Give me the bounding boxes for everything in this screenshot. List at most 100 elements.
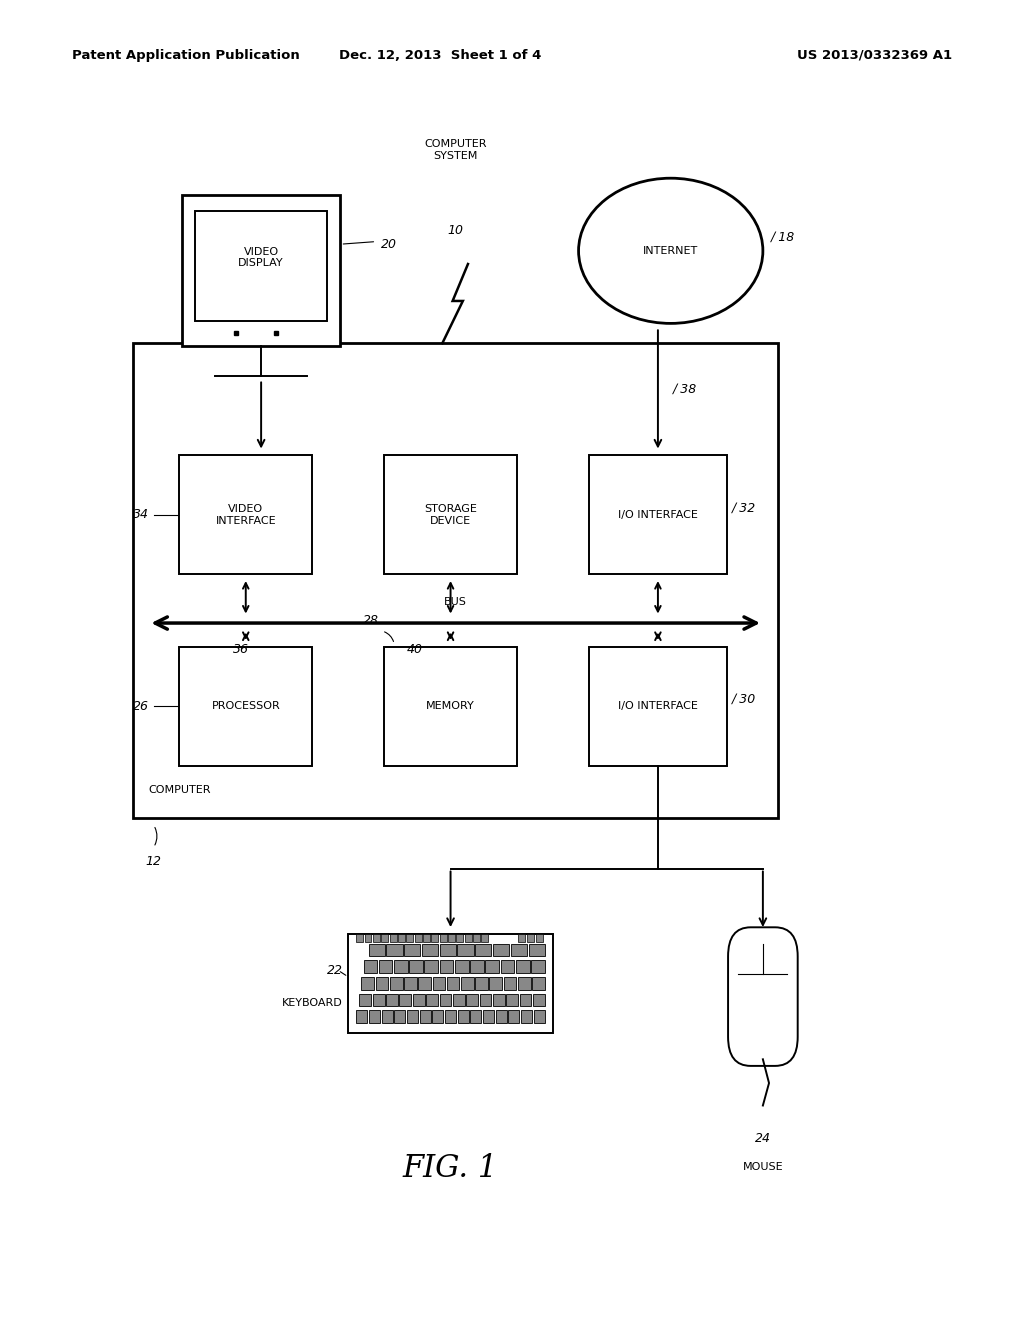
Bar	[457, 933, 463, 942]
Bar	[532, 994, 545, 1006]
Bar	[407, 1010, 418, 1023]
Text: I/O INTERFACE: I/O INTERFACE	[617, 701, 698, 711]
Text: BUS: BUS	[444, 597, 467, 607]
Bar	[381, 933, 388, 942]
Bar	[446, 977, 460, 990]
Bar	[445, 1010, 456, 1023]
Bar	[470, 1010, 481, 1023]
Text: I/O INTERFACE: I/O INTERFACE	[617, 510, 698, 520]
Bar	[466, 994, 478, 1006]
Text: FIG. 1: FIG. 1	[402, 1152, 499, 1184]
Bar	[419, 977, 431, 990]
Text: ∕ 38: ∕ 38	[674, 383, 697, 396]
Bar	[449, 933, 455, 942]
FancyBboxPatch shape	[728, 927, 798, 1067]
Text: Dec. 12, 2013  Sheet 1 of 4: Dec. 12, 2013 Sheet 1 of 4	[339, 49, 542, 62]
Bar	[496, 1010, 507, 1023]
Bar	[479, 994, 492, 1006]
Bar	[426, 994, 438, 1006]
Bar	[179, 647, 312, 766]
Text: VIDEO
INTERFACE: VIDEO INTERFACE	[215, 504, 276, 525]
Bar	[439, 944, 456, 957]
Bar	[182, 194, 340, 346]
Text: 36: 36	[232, 643, 249, 656]
Bar	[439, 994, 452, 1006]
Text: 12: 12	[145, 855, 162, 869]
Bar	[384, 455, 517, 574]
Bar	[536, 933, 543, 942]
Text: ∕ 18: ∕ 18	[771, 231, 796, 244]
Bar	[532, 977, 545, 990]
Bar	[379, 961, 392, 973]
Bar	[516, 961, 529, 973]
Bar	[458, 944, 474, 957]
Bar	[521, 1010, 532, 1023]
Bar	[410, 961, 423, 973]
Bar	[373, 933, 380, 942]
Bar	[195, 211, 328, 321]
Bar	[420, 1010, 431, 1023]
Text: 24: 24	[755, 1131, 771, 1144]
Text: Patent Application Publication: Patent Application Publication	[72, 49, 299, 62]
Text: KEYBOARD: KEYBOARD	[283, 998, 343, 1008]
Bar	[399, 994, 412, 1006]
Bar	[493, 944, 509, 957]
Bar	[356, 933, 364, 942]
Bar	[453, 994, 465, 1006]
Bar	[376, 977, 388, 990]
Text: VIDEO
DISPLAY: VIDEO DISPLAY	[239, 247, 284, 268]
Text: COMPUTER
SYSTEM: COMPUTER SYSTEM	[424, 139, 487, 161]
Bar	[384, 647, 517, 766]
Bar	[470, 961, 483, 973]
Bar	[359, 994, 372, 1006]
Bar	[439, 933, 446, 942]
Bar	[461, 977, 474, 990]
Text: ∕ 32: ∕ 32	[732, 502, 757, 515]
Bar	[390, 977, 402, 990]
Text: 26: 26	[132, 700, 148, 713]
Text: MEMORY: MEMORY	[426, 701, 475, 711]
Text: COMPUTER: COMPUTER	[148, 784, 211, 795]
Bar	[432, 1010, 443, 1023]
Bar	[423, 933, 430, 942]
Text: 34: 34	[132, 508, 148, 521]
Text: 22: 22	[327, 964, 343, 977]
Bar	[458, 1010, 469, 1023]
Bar	[526, 933, 535, 942]
Bar	[518, 977, 530, 990]
Bar	[501, 961, 514, 973]
Text: INTERNET: INTERNET	[643, 246, 698, 256]
Text: ∕ 30: ∕ 30	[732, 693, 757, 706]
Text: STORAGE
DEVICE: STORAGE DEVICE	[424, 504, 477, 525]
Bar	[465, 933, 472, 942]
Bar	[382, 1010, 393, 1023]
Bar	[589, 455, 727, 574]
Bar	[179, 455, 312, 574]
Bar	[519, 994, 531, 1006]
Bar	[413, 994, 425, 1006]
Bar	[369, 944, 385, 957]
Bar	[504, 977, 516, 990]
Bar	[386, 944, 402, 957]
Bar	[432, 977, 445, 990]
Bar	[369, 1010, 380, 1023]
Bar	[404, 944, 421, 957]
Bar	[511, 944, 527, 957]
Bar	[404, 977, 417, 990]
Bar	[455, 961, 469, 973]
Bar	[534, 1010, 545, 1023]
Bar	[133, 343, 778, 818]
Text: 28: 28	[362, 614, 379, 627]
Bar	[485, 961, 499, 973]
Text: 40: 40	[407, 643, 423, 656]
Bar	[348, 935, 553, 1032]
Text: MOUSE: MOUSE	[742, 1162, 783, 1172]
Bar	[373, 994, 385, 1006]
Bar	[475, 944, 492, 957]
Bar	[506, 994, 518, 1006]
Bar	[531, 961, 545, 973]
Bar	[394, 961, 408, 973]
Bar	[475, 977, 487, 990]
Bar	[390, 933, 396, 942]
Bar	[589, 647, 727, 766]
